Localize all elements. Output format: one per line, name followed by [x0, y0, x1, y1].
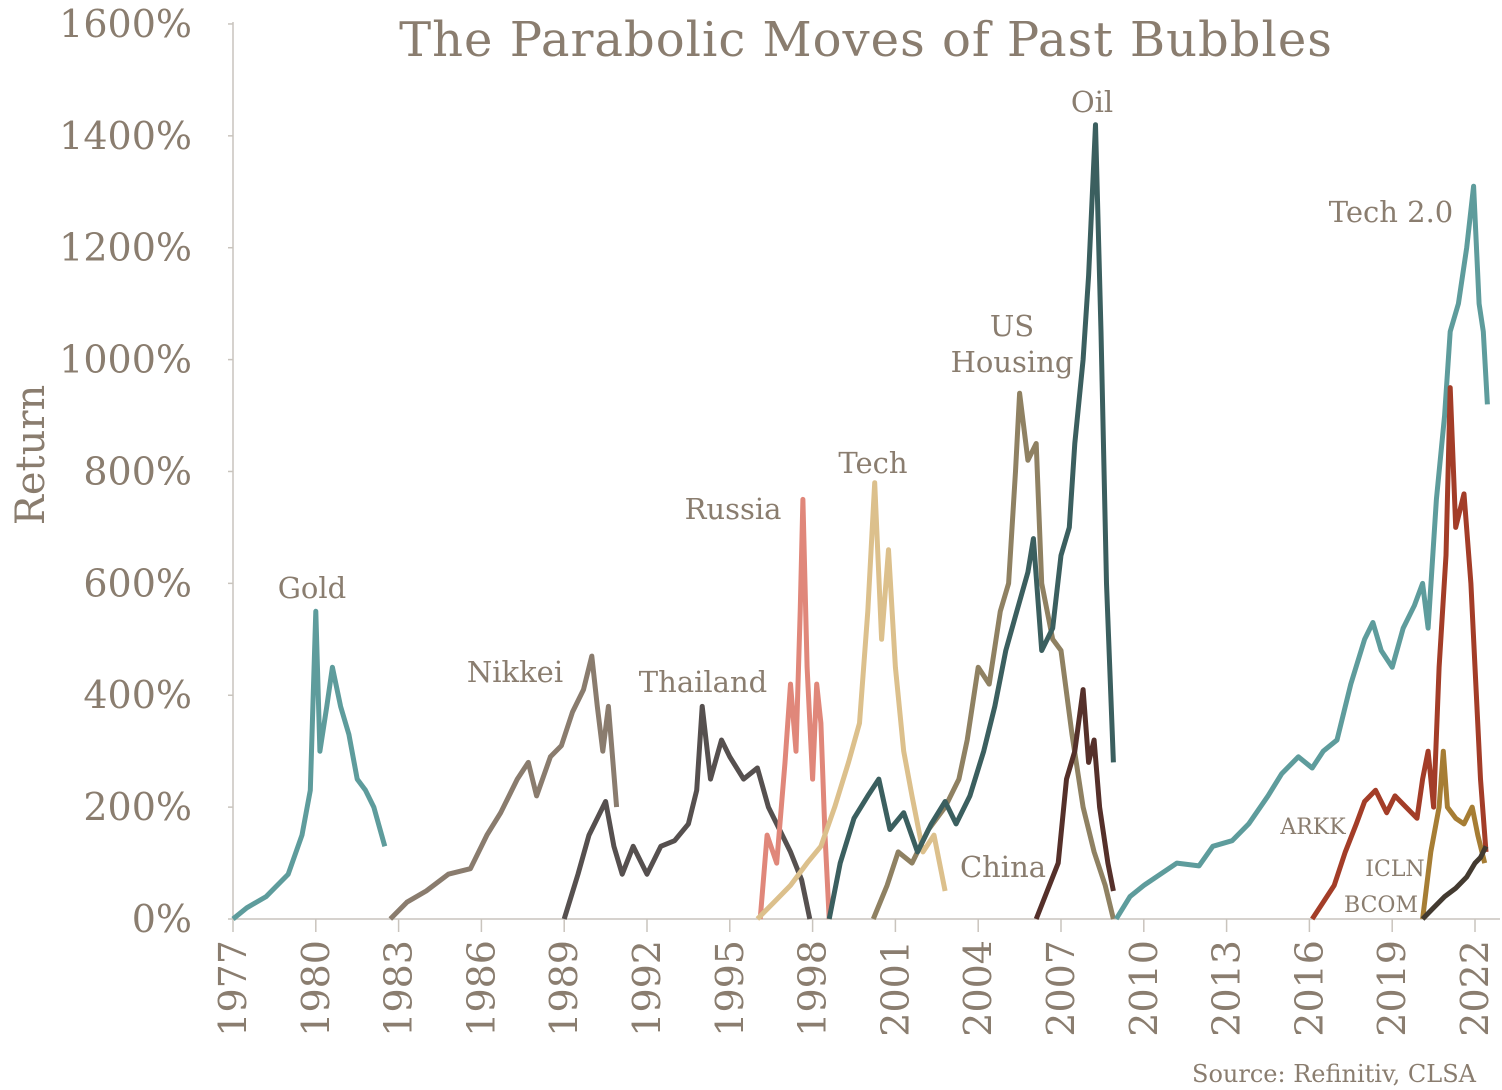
y-tick-label: 1000%	[59, 338, 192, 382]
y-tick-label: 800%	[83, 449, 192, 493]
series-label: ARKK	[1279, 815, 1346, 840]
x-tick-label: 1983	[377, 940, 421, 1037]
series-line-tech	[755, 480, 948, 921]
x-tick-label: 1992	[625, 940, 669, 1037]
x-tick-label: 2004	[956, 940, 1000, 1037]
chart-title: The Parabolic Moves of Past Bubbles	[399, 12, 1333, 68]
series-label: ICLN	[1365, 857, 1424, 882]
x-tick-label: 1995	[708, 940, 752, 1037]
x-tick-label: 2016	[1287, 940, 1331, 1037]
y-tick-label: 1200%	[59, 226, 192, 270]
series-line-thailand	[561, 703, 813, 920]
series-label: Oil	[1071, 85, 1113, 119]
y-tick-label: 1600%	[59, 2, 192, 46]
series-label: China	[960, 850, 1046, 884]
x-tick-label: 1998	[791, 940, 835, 1037]
y-tick-label: 0%	[132, 897, 192, 941]
series-label: Tech	[838, 446, 907, 480]
series-line-oil	[826, 122, 1116, 920]
x-tick-label: 2019	[1370, 940, 1414, 1037]
series-line-us-housing	[870, 390, 1116, 920]
series-label: Gold	[278, 571, 346, 605]
x-tick-label: 2010	[1122, 940, 1166, 1037]
x-tick-label: 1980	[294, 940, 338, 1037]
series-line-tech-2-0	[1114, 183, 1490, 921]
x-tick-label: 2022	[1453, 940, 1497, 1037]
source-note: Source: Refinitiv, CLSA	[1192, 1060, 1477, 1088]
series-label: US Housing	[951, 309, 1074, 379]
y-axis-label: Return	[8, 385, 54, 526]
x-tick-label: 1977	[211, 940, 255, 1037]
x-tick-label: 2013	[1205, 940, 1249, 1037]
series-line-russia	[757, 496, 832, 920]
series-label: Nikkei	[467, 655, 563, 689]
y-tick-label: 200%	[83, 785, 192, 829]
series-line-arkk	[1310, 385, 1489, 921]
x-tick-label: 2001	[873, 940, 917, 1037]
x-tick-label: 2007	[1039, 940, 1083, 1037]
series-line-gold	[231, 608, 388, 921]
y-tick-label: 1400%	[59, 114, 192, 158]
x-tick-label: 1989	[542, 940, 586, 1037]
series-label: BCOM	[1344, 893, 1418, 918]
x-tick-label: 1986	[459, 940, 503, 1037]
series-label: Russia	[685, 492, 782, 526]
series-label: Tech 2.0	[1329, 195, 1454, 229]
series-line-bcom	[1420, 845, 1489, 921]
series-line-china	[1033, 687, 1116, 920]
series-label: Thailand	[639, 665, 767, 699]
series-line-nikkei	[388, 653, 620, 921]
series-line-icln	[1420, 748, 1488, 920]
y-tick-label: 600%	[83, 561, 192, 605]
y-tick-label: 400%	[83, 673, 192, 717]
